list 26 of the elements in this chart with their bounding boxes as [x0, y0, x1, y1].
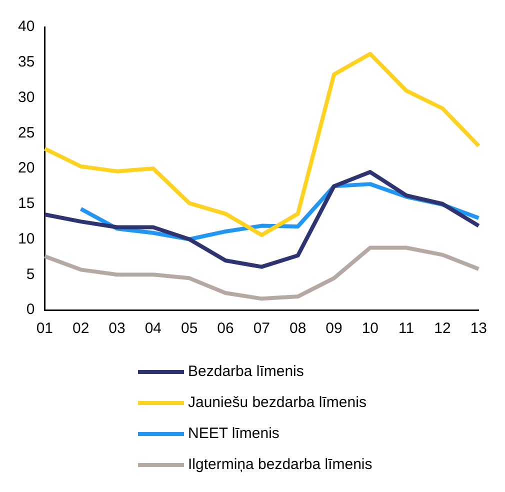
- legend-label: Ilgtermiņa bezdarba līmenis: [188, 456, 372, 473]
- x-tick-label: 03: [108, 320, 126, 338]
- x-tick-label: 10: [362, 320, 379, 338]
- y-tick-label: 30: [18, 88, 35, 106]
- x-tick-label: 11: [398, 320, 414, 338]
- y-tick-label: 5: [26, 266, 35, 283]
- legend-label: Bezdarba līmenis: [188, 363, 304, 380]
- x-tick-label: 13: [470, 320, 487, 338]
- x-tick-label: 02: [72, 320, 90, 338]
- x-tick-label: 04: [144, 320, 162, 338]
- y-tick-label: 25: [18, 124, 35, 142]
- x-tick-label: 12: [434, 320, 451, 338]
- x-tick-label: 01: [36, 320, 54, 338]
- legend-label: NEET līmenis: [188, 425, 280, 442]
- y-tick-label: 0: [26, 301, 35, 318]
- y-tick-label: 10: [18, 230, 35, 248]
- y-tick-label: 35: [18, 54, 35, 71]
- legend-label: Jauniešu bezdarba līmenis: [188, 394, 366, 411]
- x-tick-label: 05: [181, 320, 198, 338]
- y-tick-label: 15: [18, 195, 35, 212]
- y-tick-label: 40: [18, 18, 35, 36]
- y-tick-label: 20: [18, 160, 35, 177]
- x-tick-label: 06: [217, 320, 234, 338]
- x-tick-label: 07: [253, 320, 270, 338]
- x-tick-label: 09: [326, 320, 342, 338]
- x-tick-label: 08: [289, 320, 306, 338]
